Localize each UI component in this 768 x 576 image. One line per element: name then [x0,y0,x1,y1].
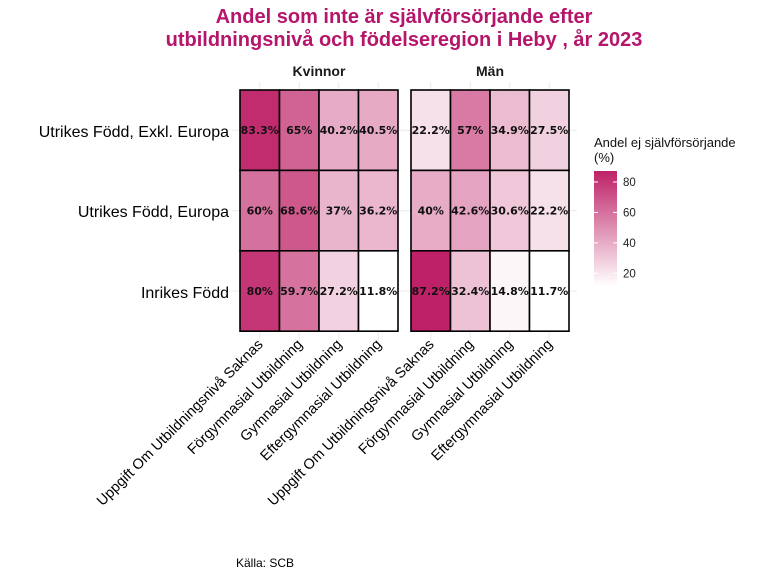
source-caption: Källa: SCB [236,556,294,570]
cell-label-kvinnor-r0-c0: 83.3% [241,124,279,137]
cell-label-kvinnor-r2-c2: 27.2% [320,285,358,298]
heatmap-cell-man-r2-c0 [410,250,452,333]
heatmap-cell-man-r0-c3 [528,89,570,172]
cell-label-man-r0-c0: 22.2% [412,124,450,137]
heatmap-cell-kvinnor-r2-c1 [278,250,320,333]
heatmap-cell-man-r2-c2 [489,250,531,333]
cell-label-man-r2-c3: 11.7% [530,285,568,298]
cell-label-man-r2-c1: 32.4% [451,285,489,298]
heatmap-cell-kvinnor-r1-c3 [357,169,399,252]
cell-label-kvinnor-r0-c3: 40.5% [359,124,397,137]
cell-label-man-r0-c3: 27.5% [530,124,568,137]
heatmap-cell-kvinnor-r1-c1 [278,169,320,252]
cell-label-kvinnor-r1-c1: 68.6% [280,205,318,218]
color-legend: Andel ej självförsörjande (%) 80 60 40 20 [594,135,736,286]
cell-label-man-r2-c0: 87.2% [412,285,450,298]
cell-label-kvinnor-r0-c1: 65% [286,124,312,137]
cell-label-kvinnor-r1-c2: 37% [326,205,352,218]
x-tick-labels: Uppgift Om Utbildningsnivå SaknasFörgymn… [94,337,556,510]
cell-label-man-r0-c2: 34.9% [491,124,529,137]
cell-labels: 83.3% 65% 40.2% 40.5% 60% 68.6% 37% 36.2% 80% 59.… [241,124,569,298]
legend-tick-label-40: 40 [623,238,636,250]
legend-tick-label-80: 80 [623,177,636,189]
y-tick-label-utrikes-exkl-europa: Utrikes Född, Exkl. Europa [39,124,229,141]
cell-label-man-r1-c2: 30.6% [491,205,529,218]
cell-label-kvinnor-r2-c3: 11.8% [359,285,397,298]
cell-label-man-r2-c2: 14.8% [491,285,529,298]
y-tick-label-utrikes-europa: Utrikes Född, Europa [78,204,229,221]
legend-title-line-1: Andel ej självförsörjande [594,135,736,150]
heatmap-cell-kvinnor-r1-c2 [318,169,360,252]
cell-label-man-r1-c3: 22.2% [530,205,568,218]
cell-label-kvinnor-r1-c0: 60% [247,205,273,218]
legend-colorbar [594,171,617,286]
x-tick-label-kvinnor-uppgift-om-utbildningsniva-saknas: Uppgift Om Utbildningsnivå Saknas [94,337,267,510]
legend-title-line-2: (%) [594,150,614,165]
legend-tick-label-20: 20 [623,268,636,280]
cell-label-kvinnor-r0-c2: 40.2% [320,124,358,137]
cell-label-man-r1-c1: 42.6% [451,205,489,218]
heatmap-cell-kvinnor-r0-c3 [357,89,399,172]
cell-label-man-r1-c0: 40% [418,205,444,218]
y-tick-label-inrikes: Inrikes Född [141,285,229,302]
heatmap-cell-man-r2-c3 [528,250,570,333]
facet-label-kvinnor: Kvinnor [293,63,346,79]
heatmap-cell-man-r0-c2 [489,89,531,172]
chart-title-line-1: Andel som inte är självförsörjande efter [216,6,593,28]
cell-label-man-r0-c1: 57% [457,124,483,137]
heatmap-cells [239,89,570,333]
cell-label-kvinnor-r2-c1: 59.7% [280,285,318,298]
heatmap-cell-kvinnor-r2-c3 [357,250,399,333]
legend-ticks: 80 60 40 20 [594,177,636,280]
legend-tick-label-60: 60 [623,207,636,219]
facet-label-man: Män [476,63,504,79]
heatmap-cell-kvinnor-r2-c2 [318,250,360,333]
chart-title-line-2: utbildningsnivå och födelseregion i Heby… [166,28,643,51]
cell-label-kvinnor-r2-c0: 80% [247,285,273,298]
cell-label-kvinnor-r1-c3: 36.2% [359,205,397,218]
